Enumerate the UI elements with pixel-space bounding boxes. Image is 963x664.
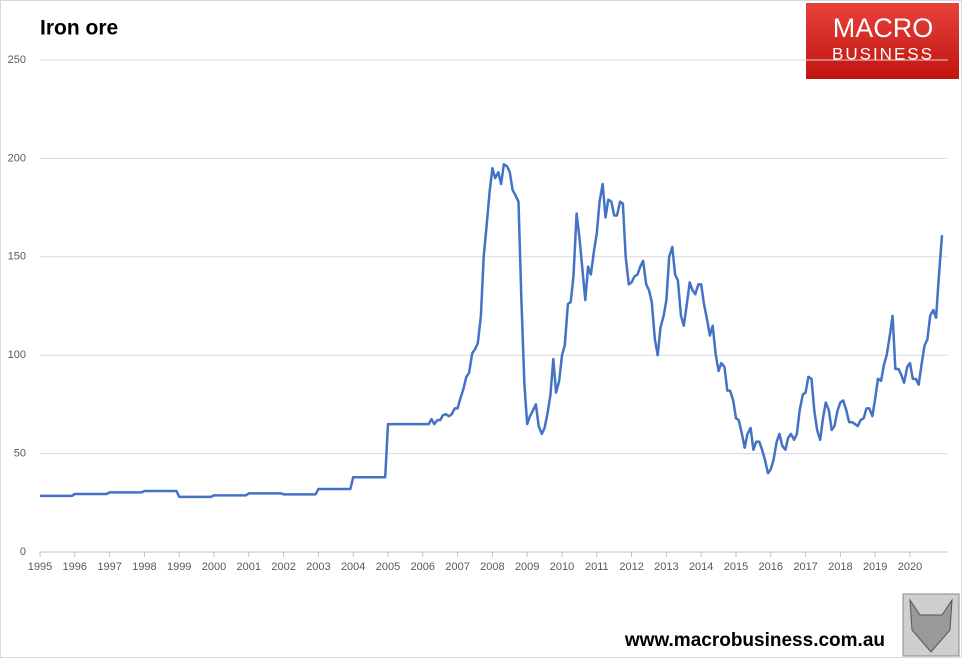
x-tick-label: 2002 <box>271 561 295 573</box>
x-tick-label: 2020 <box>898 561 922 573</box>
x-tick-label: 2016 <box>759 561 783 573</box>
x-tick-label: 2004 <box>341 561 365 573</box>
x-tick-label: 2012 <box>619 561 643 573</box>
y-tick-label: 100 <box>8 349 26 361</box>
x-tick-label: 2015 <box>724 561 748 573</box>
x-tick-label: 2008 <box>480 561 504 573</box>
y-tick-label: 200 <box>8 152 26 164</box>
logo-text: BUSINESS <box>832 44 934 63</box>
x-tick-label: 2001 <box>237 561 261 573</box>
x-tick-label: 2017 <box>793 561 817 573</box>
x-tick-label: 2011 <box>585 561 609 573</box>
x-tick-label: 1996 <box>63 561 87 573</box>
wolf-icon <box>909 598 953 653</box>
x-tick-label: 2010 <box>550 561 574 573</box>
x-tick-label: 2000 <box>202 561 226 573</box>
x-tick-label: 2003 <box>306 561 330 573</box>
data-line <box>40 163 944 499</box>
x-tick-label: 1999 <box>167 561 191 573</box>
x-tick-label: 2006 <box>411 561 435 573</box>
x-tick-label: 2005 <box>376 561 400 573</box>
footer-url: www.macrobusiness.com.au <box>624 630 885 651</box>
y-tick-label: 150 <box>8 251 26 263</box>
x-tick-label: 2007 <box>445 561 469 573</box>
y-tick-label: 250 <box>8 54 26 66</box>
x-tick-label: 1998 <box>132 561 156 573</box>
x-tick-label: 2019 <box>863 561 887 573</box>
y-tick-label: 50 <box>14 448 26 460</box>
x-tick-label: 2018 <box>828 561 852 573</box>
logo-text: MACRO <box>833 13 934 43</box>
chart-title: Iron ore <box>40 17 118 40</box>
x-tick-label: 2014 <box>689 561 713 573</box>
y-tick-label: 0 <box>20 546 26 558</box>
logo-box <box>806 3 959 79</box>
x-tick-label: 1997 <box>97 561 121 573</box>
x-tick-label: 1995 <box>28 561 52 573</box>
x-tick-label: 2013 <box>654 561 678 573</box>
plot-area: 0 50 100 150 200 250 1995 1996 1997 1998 1999 2000 2… <box>8 54 948 573</box>
x-tick-label: 2009 <box>515 561 539 573</box>
